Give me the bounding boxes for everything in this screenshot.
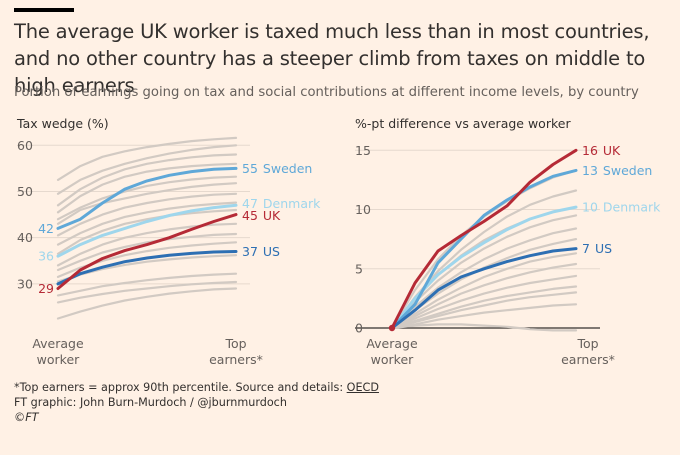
- left-start-label-denmark: 36: [38, 249, 54, 264]
- right-line-sweden: [390, 168, 578, 330]
- right-background-country-line: [390, 291, 578, 330]
- left-background-country-line: [56, 136, 238, 181]
- right-axis-title: %-pt difference vs average worker: [355, 116, 571, 131]
- right-ytick-10: 10: [355, 202, 371, 217]
- right-chart: %-pt difference vs average worker 0 5 10 15…: [355, 116, 661, 367]
- left-x-label-average-line1: Average: [32, 336, 84, 351]
- left-ytick-30: 30: [17, 276, 33, 291]
- ft-top-bar: [14, 8, 74, 12]
- left-background-lines: [56, 136, 238, 320]
- footer-note-line: *Top earners = approx 90th percentile. S…: [14, 380, 674, 395]
- left-tick-labels: 30 40 50 60: [17, 138, 33, 292]
- footer-copyright: ©FT: [14, 410, 674, 425]
- left-end-name-sweden: Sweden: [263, 161, 312, 176]
- left-x-label-average-line2: worker: [37, 352, 80, 367]
- left-background-country-line: [56, 272, 238, 297]
- left-end-label-uk: 45 UK: [242, 208, 281, 223]
- right-x-label-top-line2: earners*: [561, 352, 615, 367]
- left-end-value-denmark: 47: [242, 196, 258, 211]
- left-line-sweden: [56, 166, 238, 230]
- left-background-country-line: [56, 287, 238, 320]
- right-end-name-us: US: [595, 241, 612, 256]
- right-ytick-0: 0: [355, 321, 363, 336]
- ft-brand: FT: [25, 411, 39, 424]
- right-series-labels: 13 Sweden 10 Denmark 16 UK 7 US: [582, 143, 661, 256]
- right-background-country-line: [390, 252, 578, 330]
- copyright-symbol: ©: [14, 411, 26, 424]
- left-background-country-line: [56, 280, 238, 304]
- left-line-us: [56, 250, 238, 286]
- left-background-country-line: [56, 201, 238, 246]
- right-end-label-denmark: 10 Denmark: [582, 200, 661, 215]
- right-x-label-top-line1: Top: [576, 336, 598, 351]
- left-background-country-line: [56, 175, 238, 221]
- left-ytick-60: 60: [17, 138, 33, 153]
- left-background-country-line: [56, 182, 238, 225]
- right-line-us: [390, 247, 578, 330]
- right-background-country-line: [390, 214, 578, 330]
- left-x-label-top-line1: Top: [224, 336, 246, 351]
- oecd-source-link[interactable]: OECD: [346, 381, 379, 394]
- left-end-value-sweden: 55: [242, 161, 258, 176]
- footer: *Top earners = approx 90th percentile. S…: [14, 380, 674, 425]
- left-line-denmark: [56, 203, 238, 258]
- left-background-country-line: [56, 192, 238, 237]
- right-background-country-line: [390, 227, 578, 330]
- right-end-name-denmark: Denmark: [603, 200, 661, 215]
- left-series-labels: 55 Sweden 42 47 Denmark 36 45 UK 29 37 US: [38, 161, 321, 296]
- footer-credit: FT graphic: John Burn-Murdoch / @jburnmu…: [14, 396, 287, 409]
- left-end-name-us: US: [263, 244, 280, 259]
- right-background-country-line: [390, 323, 578, 332]
- left-end-value-uk: 45: [242, 208, 258, 223]
- left-highlight-lines: [56, 166, 238, 290]
- left-end-label-us: 37 US: [242, 244, 280, 259]
- left-ytick-40: 40: [17, 230, 33, 245]
- right-end-label-uk: 16 UK: [582, 143, 621, 158]
- right-x-label-average-line1: Average: [366, 336, 418, 351]
- right-end-value-us: 7: [582, 241, 590, 256]
- left-background-country-line: [56, 162, 238, 214]
- right-start-dot: [388, 324, 396, 332]
- right-ytick-5: 5: [355, 261, 363, 276]
- left-x-label-top-line2: earners*: [209, 352, 263, 367]
- right-background-country-line: [390, 285, 578, 330]
- right-highlight-lines: [388, 148, 578, 332]
- left-background-country-line: [56, 232, 238, 272]
- left-axis-title: Tax wedge (%): [16, 116, 109, 131]
- left-line-uk: [56, 213, 238, 290]
- right-end-value-sweden: 13: [582, 163, 598, 178]
- left-background-country-line: [56, 153, 238, 207]
- left-end-label-sweden: 55 Sweden: [242, 161, 312, 176]
- right-background-country-line: [390, 303, 578, 330]
- right-end-value-uk: 16: [582, 143, 598, 158]
- left-background-country-line: [56, 208, 238, 255]
- right-end-label-us: 7 US: [582, 241, 612, 256]
- left-end-label-denmark: 47 Denmark: [242, 196, 321, 211]
- right-end-label-sweden: 13 Sweden: [582, 163, 652, 178]
- right-background-country-line: [390, 262, 578, 330]
- right-background-lines: [390, 169, 578, 332]
- right-line-uk: [390, 148, 578, 330]
- right-tick-labels: 0 5 10 15: [355, 143, 371, 336]
- right-x-label-average-line2: worker: [371, 352, 414, 367]
- chart-headline: The average UK worker is taxed much less…: [14, 20, 650, 97]
- right-background-country-line: [390, 274, 578, 330]
- left-start-label-sweden: 42: [38, 221, 54, 236]
- right-end-name-sweden: Sweden: [603, 163, 652, 178]
- chart-subtitle: Portion of earnings going on tax and soc…: [14, 85, 639, 100]
- footer-note: *Top earners = approx 90th percentile. S…: [14, 381, 347, 394]
- left-end-name-denmark: Denmark: [263, 196, 321, 211]
- left-end-name-uk: UK: [263, 208, 281, 223]
- left-ytick-50: 50: [17, 184, 33, 199]
- right-end-name-uk: UK: [603, 143, 621, 158]
- left-background-country-line: [56, 144, 238, 195]
- left-chart: Tax wedge (%) 30 40 50 60 55 Sweden 42 47 Denma…: [16, 116, 321, 367]
- right-end-value-denmark: 10: [582, 200, 598, 215]
- right-ytick-15: 15: [355, 143, 371, 158]
- left-end-value-us: 37: [242, 244, 258, 259]
- left-start-label-uk: 29: [38, 281, 54, 296]
